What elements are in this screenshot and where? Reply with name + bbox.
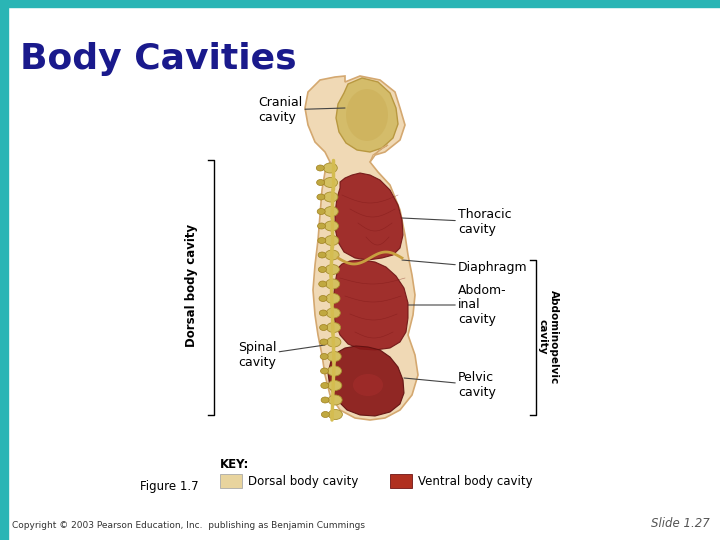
Text: Thoracic
cavity: Thoracic cavity (402, 208, 512, 236)
Ellipse shape (320, 339, 328, 345)
Ellipse shape (321, 397, 329, 403)
Ellipse shape (324, 206, 338, 217)
Polygon shape (333, 260, 408, 350)
Ellipse shape (324, 192, 338, 202)
Ellipse shape (353, 374, 383, 396)
Ellipse shape (325, 235, 339, 246)
Ellipse shape (320, 368, 328, 374)
Polygon shape (305, 76, 418, 420)
Polygon shape (335, 173, 403, 260)
Ellipse shape (318, 267, 326, 273)
Ellipse shape (323, 178, 338, 187)
Text: Dorsal body cavity: Dorsal body cavity (248, 475, 359, 488)
Polygon shape (328, 346, 404, 416)
Text: Dorsal body cavity: Dorsal body cavity (186, 224, 199, 347)
Text: Copyright © 2003 Pearson Education, Inc.  publishing as Benjamin Cummings: Copyright © 2003 Pearson Education, Inc.… (12, 521, 365, 530)
Ellipse shape (327, 322, 341, 333)
Ellipse shape (317, 179, 325, 186)
Text: Figure 1.7: Figure 1.7 (140, 480, 199, 493)
Text: Spinal
cavity: Spinal cavity (238, 341, 325, 369)
Ellipse shape (328, 409, 343, 420)
Ellipse shape (328, 381, 342, 390)
Ellipse shape (326, 294, 340, 303)
Ellipse shape (318, 252, 326, 258)
Ellipse shape (346, 89, 388, 141)
Polygon shape (336, 78, 398, 152)
Ellipse shape (323, 163, 337, 173)
Bar (390, 474, 412, 488)
Text: Ventral body cavity: Ventral body cavity (418, 475, 533, 488)
Ellipse shape (326, 308, 341, 318)
Text: Body Cavities: Body Cavities (20, 42, 297, 76)
Ellipse shape (318, 223, 325, 229)
Ellipse shape (325, 221, 338, 231)
Text: Slide 1.27: Slide 1.27 (652, 517, 710, 530)
Text: Pelvic
cavity: Pelvic cavity (404, 371, 496, 399)
Ellipse shape (327, 352, 341, 361)
Ellipse shape (321, 382, 329, 388)
Ellipse shape (319, 310, 328, 316)
Ellipse shape (317, 194, 325, 200)
Text: Abdominopelvic
cavity: Abdominopelvic cavity (537, 290, 559, 384)
Ellipse shape (318, 208, 325, 214)
Ellipse shape (325, 250, 339, 260)
Ellipse shape (320, 354, 328, 360)
Ellipse shape (325, 265, 339, 274)
Ellipse shape (318, 238, 325, 244)
Ellipse shape (319, 295, 327, 301)
Ellipse shape (316, 165, 324, 171)
Text: Diaphragm: Diaphragm (402, 260, 528, 274)
Text: Cranial
cavity: Cranial cavity (258, 96, 345, 124)
Ellipse shape (320, 325, 328, 330)
Ellipse shape (327, 337, 341, 347)
Ellipse shape (325, 279, 340, 289)
Text: Abdom-
inal
cavity: Abdom- inal cavity (408, 284, 507, 327)
Ellipse shape (321, 411, 329, 417)
Bar (220, 474, 242, 488)
Bar (0, 0, 8, 540)
Ellipse shape (328, 395, 342, 405)
Ellipse shape (328, 366, 341, 376)
Polygon shape (370, 145, 388, 162)
Ellipse shape (319, 281, 327, 287)
Bar (0, 0, 720, 7)
Text: KEY:: KEY: (220, 458, 249, 471)
